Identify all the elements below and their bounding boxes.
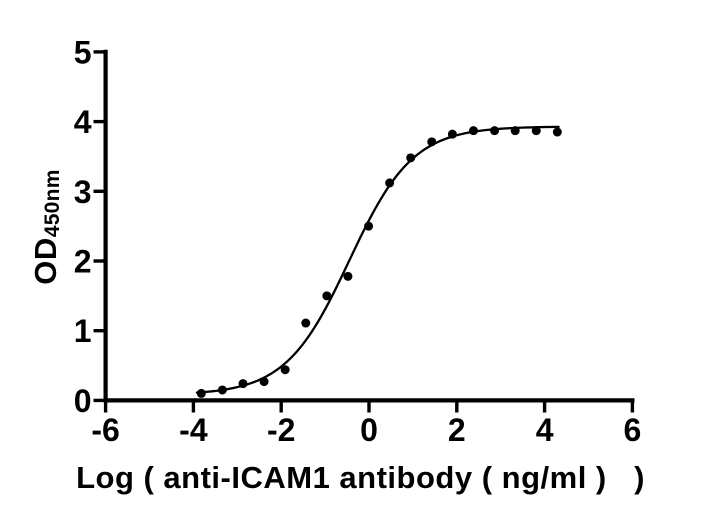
x-tick-label: -4 bbox=[179, 412, 208, 448]
fit-curve bbox=[195, 125, 560, 394]
data-point bbox=[552, 127, 562, 137]
y-axis-title-subscript: 450nm bbox=[41, 169, 64, 238]
x-tick-label: 0 bbox=[360, 412, 378, 448]
x-tick-label: 2 bbox=[448, 412, 466, 448]
x-tick-label: -6 bbox=[91, 412, 119, 448]
x-tick-label: 4 bbox=[536, 412, 554, 448]
y-axis-title: OD 450nm bbox=[25, 67, 67, 387]
data-point bbox=[490, 126, 500, 136]
x-tick-label: 6 bbox=[624, 412, 642, 448]
y-tick-label: 1 bbox=[74, 313, 92, 349]
data-point bbox=[238, 379, 248, 389]
data-point bbox=[447, 129, 457, 139]
data-point bbox=[364, 221, 374, 231]
y-tick-label: 2 bbox=[74, 244, 92, 280]
data-point bbox=[468, 126, 478, 136]
data-point bbox=[531, 126, 541, 136]
x-tick-label: -2 bbox=[267, 412, 295, 448]
data-point bbox=[301, 318, 311, 328]
y-axis-title-text: OD bbox=[28, 237, 63, 285]
data-point bbox=[196, 388, 206, 398]
y-tick-label: 0 bbox=[74, 383, 92, 419]
y-tick-label: 3 bbox=[74, 174, 92, 210]
data-point bbox=[385, 178, 395, 188]
data-point bbox=[322, 291, 332, 301]
data-point bbox=[343, 271, 353, 281]
data-point bbox=[259, 377, 269, 387]
data-point bbox=[510, 126, 520, 136]
data-point bbox=[406, 153, 416, 163]
y-tick-label: 4 bbox=[74, 104, 92, 140]
data-point bbox=[217, 385, 227, 395]
x-axis-title: Log ( anti-ICAM1 antibody ( ng/ml ) ) bbox=[76, 460, 645, 495]
data-point bbox=[280, 365, 290, 375]
data-point bbox=[427, 137, 437, 147]
y-tick-label: 5 bbox=[74, 34, 92, 70]
